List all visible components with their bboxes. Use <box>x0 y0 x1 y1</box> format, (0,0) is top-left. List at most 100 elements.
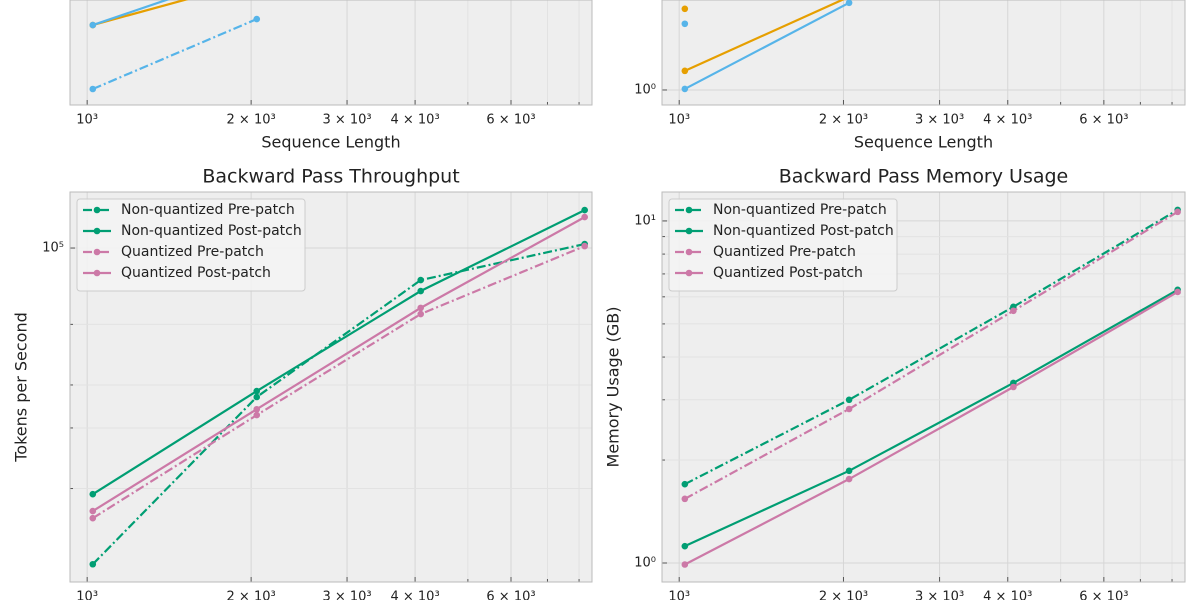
data-point <box>581 242 588 250</box>
x-tick-label: 3 × 10³ <box>915 113 964 128</box>
data-point <box>417 310 425 318</box>
legend: Non-quantized Pre-patch Non-quantized Pos… <box>76 198 306 292</box>
series-line <box>684 0 845 72</box>
legend: Non-quantized Pre-patch Non-quantized Pos… <box>668 198 898 292</box>
legend-marker <box>93 269 101 277</box>
y-axis-label: Tokens per Second <box>12 312 31 463</box>
series-line <box>684 1 850 90</box>
x-tick-label: 6 × 10³ <box>486 590 535 600</box>
series-line <box>92 0 170 27</box>
data-point <box>845 467 853 475</box>
data-point <box>1174 288 1181 296</box>
data-point <box>845 405 853 413</box>
panel: 10³ 2 × 10³ 3 × 10³ 4 × 10³ 6 × 10³ 10⁵ Backwa… <box>12 166 593 600</box>
legend-label: Quantized Pre-patch <box>121 244 264 260</box>
legend-marker <box>685 248 693 256</box>
panel: 10³ 2 × 10³ 3 × 10³ 4 × 10³ 6 × 10³ 10⁰ 10¹ Bac… <box>604 166 1186 600</box>
legend-marker <box>93 206 101 214</box>
data-point <box>581 213 588 221</box>
legend-box <box>76 198 306 292</box>
series-line <box>684 288 1179 548</box>
series-line <box>684 290 1179 566</box>
y-tick-label: 10⁰ <box>634 556 656 571</box>
data-point <box>681 542 689 550</box>
data-point <box>253 387 261 395</box>
legend-marker <box>685 227 693 235</box>
data-point <box>253 411 261 419</box>
x-axis-label: Sequence Length <box>854 133 993 152</box>
series-layer <box>681 206 1181 568</box>
axes-frame <box>69 0 593 106</box>
legend-marker <box>685 206 693 214</box>
data-point <box>681 495 689 503</box>
series-line <box>684 208 1179 486</box>
data-point <box>581 206 588 214</box>
axes-frame <box>661 191 1186 583</box>
x-tick-label: 2 × 10³ <box>227 590 276 600</box>
x-tick-label: 6 × 10³ <box>1079 113 1128 128</box>
series-line <box>92 216 586 513</box>
x-tick-label: 10³ <box>76 590 98 600</box>
x-tick-label: 3 × 10³ <box>915 590 964 600</box>
series-layer <box>681 0 853 93</box>
x-tick-label: 2 × 10³ <box>819 113 868 128</box>
data-point <box>253 393 261 401</box>
data-point <box>681 480 689 488</box>
x-tick-label: 4 × 10³ <box>390 590 439 600</box>
data-point <box>1010 307 1017 315</box>
data-point <box>253 15 261 23</box>
x-tick-label: 2 × 10³ <box>227 113 276 128</box>
x-tick-label: 3 × 10³ <box>322 113 371 128</box>
data-point <box>89 560 97 568</box>
data-point <box>417 276 425 284</box>
data-point <box>89 85 97 93</box>
legend-label: Quantized Post-patch <box>713 265 863 281</box>
y-tick-label: 10⁵ <box>42 241 64 256</box>
data-point <box>89 490 97 498</box>
legend-box <box>668 198 898 292</box>
panel-title: Backward Pass Memory Usage <box>779 166 1068 188</box>
x-tick-label: 4 × 10³ <box>390 113 439 128</box>
data-point <box>845 475 853 483</box>
series-line <box>92 245 586 520</box>
legend-marker <box>93 227 101 235</box>
data-point <box>1010 383 1017 391</box>
panel: 10³ 2 × 10³ 3 × 10³ 4 × 10³ 6 × 10³ Sequence … <box>69 0 593 152</box>
x-tick-label: 4 × 10³ <box>983 590 1032 600</box>
x-axis-label: Sequence Length <box>261 133 400 152</box>
plot-area <box>70 0 592 105</box>
axes-frame <box>69 191 593 583</box>
legend-label: Non-quantized Pre-patch <box>121 202 295 218</box>
legend-marker <box>93 248 101 256</box>
data-point <box>681 85 689 93</box>
series-layer <box>89 0 261 93</box>
series-line <box>684 210 1179 500</box>
legend-label: Quantized Pre-patch <box>713 244 856 260</box>
legend-label: Non-quantized Pre-patch <box>713 202 887 218</box>
data-point <box>681 561 689 568</box>
series-line <box>92 0 189 27</box>
y-axis-label: Memory Usage (GB) <box>604 307 623 468</box>
axes-frame <box>661 0 1186 106</box>
x-tick-label: 6 × 10³ <box>486 113 535 128</box>
x-tick-label: 2 × 10³ <box>819 590 868 600</box>
series-line <box>92 18 258 91</box>
x-tick-label: 6 × 10³ <box>1079 590 1128 600</box>
y-tick-label: 10⁰ <box>634 82 656 97</box>
data-point <box>1174 208 1181 216</box>
legend-label: Non-quantized Post-patch <box>713 223 894 239</box>
data-point <box>417 287 425 295</box>
x-tick-label: 3 × 10³ <box>322 590 371 600</box>
data-point <box>681 5 689 13</box>
x-tick-label: 10³ <box>76 113 98 128</box>
data-point <box>681 20 689 28</box>
data-point <box>681 67 689 75</box>
panel: 10³ 2 × 10³ 3 × 10³ 4 × 10³ 6 × 10³ 10⁰ Sequen… <box>634 0 1186 152</box>
plot-area <box>662 0 1185 105</box>
x-tick-label: 4 × 10³ <box>983 113 1032 128</box>
legend-marker <box>685 269 693 277</box>
x-tick-label: 10³ <box>668 590 690 600</box>
data-point <box>845 396 853 404</box>
y-tick-label: 10¹ <box>634 213 656 228</box>
